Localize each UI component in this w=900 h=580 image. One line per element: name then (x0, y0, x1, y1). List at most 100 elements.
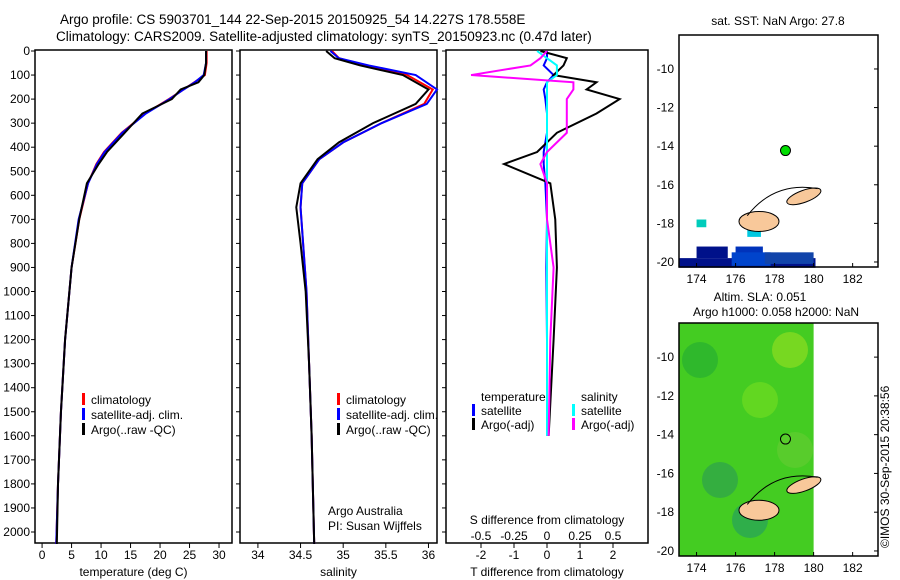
legend-label: satellite (481, 404, 522, 418)
reef-contour (746, 186, 818, 216)
island-viti-levu (738, 210, 780, 232)
title-line-2: Climatology: CARS2009. Satellite-adjuste… (56, 29, 592, 44)
depth-tick-label: 600 (10, 188, 30, 202)
island-vanua-levu (786, 187, 822, 206)
difference-xtick-label: 1 (577, 548, 584, 562)
sla-map-ytick-label: -10 (657, 350, 675, 364)
salinity-xtick-label: 36 (422, 548, 436, 562)
sst-map-ytick-label: -20 (657, 255, 675, 269)
credit: Argo Australia (328, 504, 403, 518)
depth-tick-label: 1700 (3, 453, 30, 467)
sla-blob (742, 382, 778, 418)
salinity-xtick-label: 35.5 (374, 548, 398, 562)
salinity-xtick-label: 35 (337, 548, 351, 562)
temperature-series-argo (55, 51, 208, 545)
sst-pixel (735, 246, 763, 255)
sla-map-ytick-label: -16 (657, 466, 675, 480)
argo-float-marker (779, 433, 791, 445)
legend-label: satellite (581, 404, 622, 418)
sst-map-ytick-label: -18 (657, 216, 675, 230)
depth-tick-label: 500 (10, 164, 30, 178)
legend-label: satellite-adj. clim. (91, 408, 183, 422)
salinity-xlabel: salinity (320, 565, 357, 579)
sla-map-ytick-label: -20 (657, 544, 675, 558)
sst-map-ytick-label: -10 (657, 62, 675, 76)
sla-blob (772, 332, 808, 368)
difference-xtick-label: -1 (509, 548, 520, 562)
legend-label: Argo(-adj) (581, 418, 634, 432)
depth-tick-label: 2000 (3, 525, 30, 539)
legend-label: Argo(..raw -QC) (346, 423, 431, 437)
title-line-1: Argo profile: CS 5903701_144 22-Sep-2015… (60, 12, 526, 27)
sst-pixel (696, 246, 728, 259)
sla-map-ytick-label: -14 (657, 428, 675, 442)
depth-tick-label: 1400 (3, 381, 30, 395)
legend-title: salinity (581, 390, 618, 404)
difference-series-s-argo-adj- (470, 50, 575, 436)
depth-tick-label: 700 (10, 212, 30, 226)
sst-map-xtick-label: 174 (687, 272, 707, 286)
island-viti-levu (738, 499, 780, 521)
depth-tick-label: 400 (10, 140, 30, 154)
depth-tick-label: 0 (23, 44, 30, 58)
depth-tick-label: 1500 (3, 405, 30, 419)
legend-swatch (82, 393, 85, 405)
temperature-xtick-label: 20 (153, 548, 167, 562)
salinity-xtick-label: 34.5 (289, 548, 313, 562)
sst-pixel (764, 252, 814, 264)
legend-label: Argo(..raw -QC) (91, 423, 176, 437)
difference-xtick-label: -2 (476, 548, 487, 562)
s-xlabel: S difference from climatology (470, 513, 625, 527)
sla-map-title-1: Altim. SLA: 0.051 (714, 290, 807, 304)
s-xtick-label: 0.5 (605, 529, 622, 543)
legend-swatch (337, 423, 340, 435)
legend-swatch (572, 418, 575, 430)
depth-tick-label: 1000 (3, 285, 30, 299)
s-xtick-label: 0 (544, 529, 551, 543)
legend-label: climatology (346, 393, 406, 407)
salinity-series-climatology (299, 50, 435, 545)
s-xtick-label: -0.25 (500, 529, 528, 543)
sst-map-ytick-label: -14 (657, 139, 675, 153)
depth-tick-label: 800 (10, 236, 30, 250)
sla-map-ytick-label: -18 (657, 505, 675, 519)
sla-map-frame (678, 322, 879, 557)
temperature-xlabel: temperature (deg C) (79, 565, 187, 579)
temperature-axes-box (34, 49, 233, 544)
depth-tick-label: 1600 (3, 429, 30, 443)
difference-series-s-satellite (536, 50, 558, 436)
temperature-xtick-label: 30 (212, 548, 226, 562)
sla-map-xtick-label: 180 (804, 561, 824, 575)
sla-blob (702, 462, 738, 498)
depth-tick-label: 900 (10, 260, 30, 274)
depth-tick-label: 1200 (3, 333, 30, 347)
sla-map-xtick-label: 182 (843, 561, 863, 575)
legend-swatch (337, 408, 340, 420)
depth-tick-label: 100 (10, 68, 30, 82)
sla-blob (777, 432, 813, 468)
difference-series-t-argo-adj- (501, 50, 623, 436)
sst-map-xtick-label: 180 (804, 272, 824, 286)
s-xtick-label: -0.5 (471, 529, 492, 543)
island-vanua-levu (786, 476, 822, 494)
sla-map-xtick-label: 176 (726, 561, 746, 575)
legend-swatch (82, 408, 85, 420)
salinity-xtick-label: 34 (251, 548, 265, 562)
depth-tick-label: 300 (10, 116, 30, 130)
sst-map-ytick-label: -16 (657, 178, 675, 192)
pi-name: PI: Susan Wijffels (328, 519, 422, 533)
legend-title: temperature (481, 390, 546, 404)
sst-map-frame (678, 34, 879, 268)
legend-label: satellite-adj. clim. (346, 408, 438, 422)
sst-map-xtick-label: 182 (843, 272, 863, 286)
sla-map-xtick-label: 178 (765, 561, 785, 575)
temperature-xtick-label: 5 (68, 548, 75, 562)
salinity-axes-box (239, 49, 438, 544)
reef-contour (746, 475, 818, 505)
sst-map-xtick-label: 176 (726, 272, 746, 286)
sst-pixel (731, 252, 771, 266)
sst-map-title: sat. SST: NaN Argo: 27.8 (711, 14, 845, 28)
legend-label: climatology (91, 393, 151, 407)
